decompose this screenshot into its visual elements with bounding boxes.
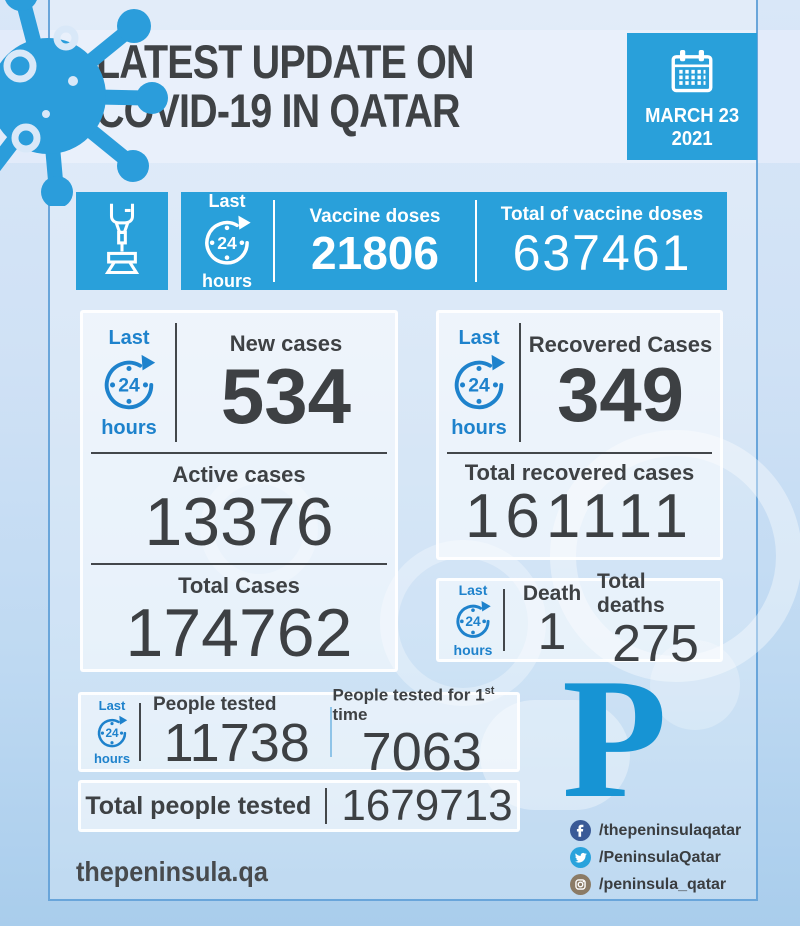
facebook-link[interactable]: /thepeninsulaqatar — [570, 820, 741, 841]
total-cases-section: Total Cases 174762 — [83, 565, 395, 675]
active-cases-value: 13376 — [144, 483, 334, 560]
vaccine-total-section: Total of vaccine doses 637461 — [477, 192, 727, 290]
last-24-hours: Last 24 hours — [181, 192, 273, 290]
calendar-icon — [671, 50, 713, 93]
people-tested-section: People tested 11738 — [143, 694, 330, 770]
instagram-icon — [570, 874, 591, 895]
divider — [447, 452, 712, 454]
facebook-icon — [570, 820, 591, 841]
new-cases-value: 534 — [220, 351, 352, 440]
total-deaths-section: Total deaths 275 — [597, 570, 714, 670]
recovered-cases-section: Recovered Cases 349 — [521, 317, 720, 448]
active-cases-section: Active cases 13376 — [83, 454, 395, 563]
death-label: Death — [522, 582, 582, 605]
svg-text:24: 24 — [118, 374, 140, 396]
divider — [273, 200, 275, 282]
hours-label: hours — [101, 416, 157, 439]
vaccine-total-label: Total of vaccine doses — [500, 204, 704, 225]
total-tested-card: Total people tested 1679713 — [78, 780, 520, 832]
social-links: /thepeninsulaqatar /PeninsulaQatar /peni… — [570, 820, 741, 895]
total-deaths-value: 275 — [612, 615, 699, 673]
total-cases-label: Total Cases — [178, 573, 300, 598]
twitter-icon — [570, 847, 591, 868]
24-hours-clock-icon: 24 — [97, 715, 128, 748]
divider — [175, 323, 177, 442]
total-deaths-label: Total deaths — [597, 570, 665, 617]
24-hours-clock-icon: 24 — [454, 354, 506, 409]
vaccine-doses-value: 21806 — [311, 227, 439, 279]
twitter-link[interactable]: /PeninsulaQatar — [570, 847, 741, 868]
vaccine-doses-section: Vaccine doses 21806 — [275, 192, 475, 290]
divider — [325, 788, 328, 824]
vaccine-banner-icon-box — [76, 192, 168, 290]
total-tested-label: Total people tested — [85, 791, 312, 820]
page-title: LATEST UPDATE ON COVID-19 IN QATAR — [96, 35, 475, 136]
last-label: Last — [98, 698, 126, 713]
content-panel: LATEST UPDATE ON COVID-19 IN QATAR MARCH… — [48, 0, 800, 901]
last-label: Last — [458, 326, 500, 349]
last-24-hours: Last 24 hours — [445, 582, 501, 658]
vaccine-banner: Last 24 hours Vaccine doses 2180 — [181, 192, 727, 290]
new-cases-section: New cases 534 — [177, 317, 395, 448]
title-line-1: LATEST UPDATE ON — [96, 35, 475, 88]
total-cases-value: 174762 — [125, 595, 353, 671]
svg-text:24: 24 — [465, 614, 481, 629]
last-label: Last — [108, 326, 150, 349]
first-time-tested-section: People tested for 1st time 7063 — [332, 685, 511, 780]
hours-label: hours — [201, 271, 252, 291]
cases-card: Last 24 hours — [80, 310, 398, 672]
coronavirus-icon — [0, 0, 168, 206]
first-time-tested-label: People tested for 1st time — [332, 684, 495, 725]
hours-label: hours — [453, 642, 493, 658]
recovered-cases-label: Recovered Cases — [528, 331, 713, 357]
total-recovered-value: 161111 — [464, 482, 695, 551]
death-section: Death 1 — [507, 582, 597, 661]
last-24-hours: Last 24 hours — [83, 317, 175, 448]
divider — [91, 452, 387, 454]
vaccine-syringe-icon — [104, 203, 140, 275]
last-24-hours: Last 24 hours — [87, 699, 137, 765]
divider — [503, 589, 505, 651]
instagram-link[interactable]: /peninsula_qatar — [570, 874, 741, 895]
svg-text:24: 24 — [217, 233, 237, 253]
date-badge: MARCH 23 2021 — [627, 33, 757, 160]
24-hours-clock-icon: 24 — [205, 215, 251, 265]
vaccine-doses-label: Vaccine doses — [309, 206, 441, 227]
last-24-hours: Last 24 hours — [439, 317, 519, 448]
last-label: Last — [208, 191, 246, 211]
divider — [475, 200, 477, 282]
tested-card: Last 24 hours People tested 1173 — [78, 685, 520, 780]
deaths-card: Last 24 hours Death 1 — [436, 570, 723, 670]
divider — [91, 563, 387, 565]
divider — [519, 323, 521, 442]
first-time-tested-value: 7063 — [361, 722, 482, 783]
people-tested-value: 11738 — [163, 713, 310, 773]
24-hours-clock-icon: 24 — [456, 600, 491, 638]
recovered-cases-value: 349 — [557, 352, 684, 438]
total-recovered-label: Total recovered cases — [464, 460, 695, 485]
people-tested-label: People tested — [153, 694, 277, 715]
date-text: MARCH 23 2021 — [644, 105, 740, 150]
total-recovered-section: Total recovered cases 161111 — [439, 454, 720, 554]
total-tested-value: 1679713 — [341, 781, 513, 830]
website-url[interactable]: thepeninsula.qa — [76, 856, 268, 887]
divider — [139, 703, 141, 761]
death-value: 1 — [537, 603, 567, 661]
recovered-card: Last 24 hours — [436, 310, 723, 560]
svg-text:24: 24 — [105, 726, 119, 740]
last-label: Last — [458, 582, 488, 598]
hours-label: hours — [451, 416, 507, 439]
new-cases-label: New cases — [229, 330, 343, 356]
hours-label: hours — [93, 751, 131, 766]
peninsula-logo: P — [562, 644, 668, 834]
24-hours-clock-icon: 24 — [104, 354, 156, 409]
active-cases-label: Active cases — [172, 461, 306, 487]
svg-text:24: 24 — [468, 374, 490, 396]
vaccine-total-value: 637461 — [512, 225, 692, 281]
divider — [330, 707, 333, 757]
